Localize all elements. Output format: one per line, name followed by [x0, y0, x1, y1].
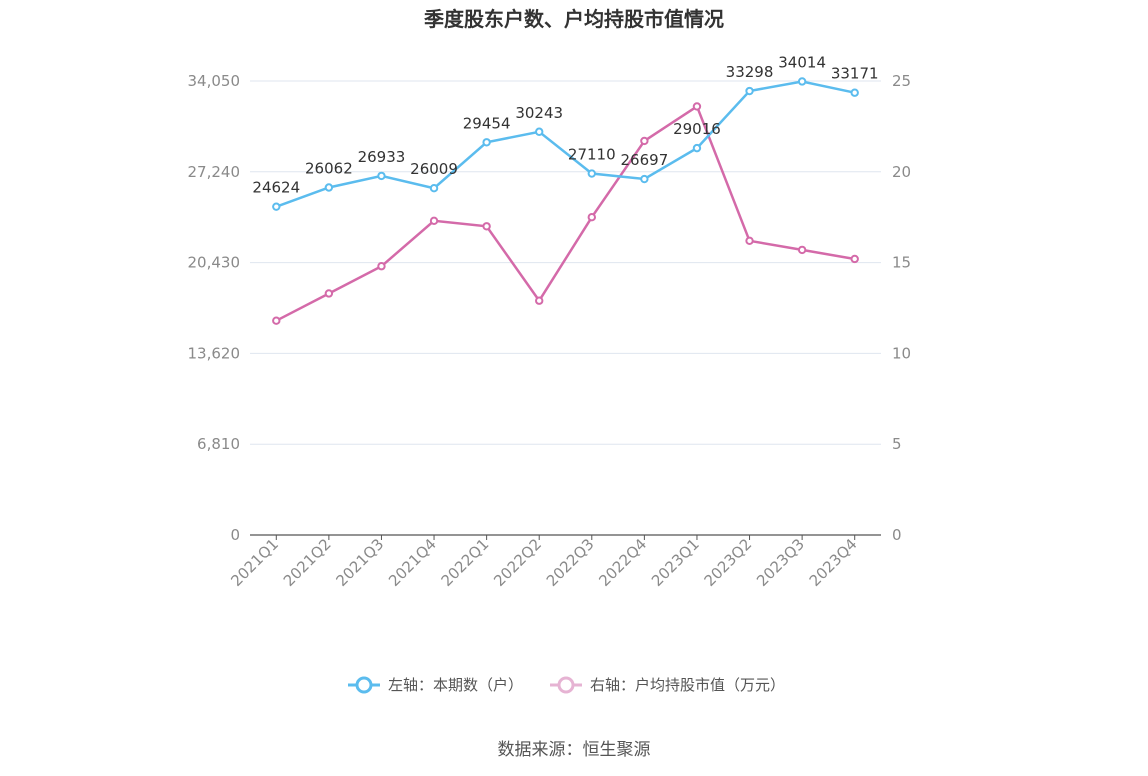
- data-label: 24624: [252, 179, 300, 197]
- data-point-right[interactable]: [797, 245, 807, 255]
- data-point-left[interactable]: [324, 183, 334, 192]
- y-axis-right: 0 5 10 15 20 25: [892, 72, 911, 544]
- y-right-tick-label: 10: [892, 344, 911, 362]
- y-right-tick-label: 0: [892, 526, 902, 544]
- data-point-left[interactable]: [482, 138, 491, 147]
- data-point-right[interactable]: [535, 296, 544, 305]
- data-point-left[interactable]: [850, 88, 859, 97]
- data-label: 26062: [305, 160, 353, 178]
- data-point-right[interactable]: [640, 136, 649, 146]
- x-tick-label: 2022Q3: [543, 535, 598, 590]
- legend-item-right[interactable]: 右轴：户均持股市值（万元）: [550, 676, 785, 694]
- grid: [250, 80, 881, 445]
- y-left-tick-label: 13,620: [188, 344, 241, 362]
- legend-marker-left: [355, 676, 373, 694]
- x-tick-label: 2023Q3: [753, 535, 808, 590]
- data-point-left[interactable]: [640, 174, 649, 184]
- data-label: 27110: [568, 146, 616, 164]
- legend-marker-right: [557, 676, 575, 694]
- data-point-right[interactable]: [850, 254, 859, 264]
- data-point-right[interactable]: [745, 236, 754, 246]
- source-note: 数据来源：恒生聚源: [498, 740, 651, 760]
- legend: 左轴：本期数（户） 右轴：户均持股市值（万元）: [348, 676, 785, 694]
- y-right-tick-label: 5: [892, 435, 902, 453]
- y-right-tick-label: 20: [892, 163, 911, 181]
- x-tick-label: 2022Q1: [438, 535, 493, 590]
- data-point-left[interactable]: [797, 77, 807, 86]
- y-right-tick-label: 15: [892, 254, 911, 272]
- data-point-right[interactable]: [429, 216, 439, 226]
- y-left-tick-label: 34,050: [188, 72, 241, 90]
- data-point-right[interactable]: [587, 213, 596, 222]
- data-point-left[interactable]: [745, 86, 754, 96]
- x-tick-label: 2021Q3: [332, 535, 387, 590]
- x-tick-label: 2023Q1: [648, 535, 703, 590]
- data-label: 33298: [726, 63, 774, 81]
- series-line-left: [275, 80, 855, 208]
- data-label: 26697: [621, 151, 669, 169]
- y-left-tick-label: 20,430: [188, 254, 241, 272]
- y-left-tick-label: 6,810: [197, 435, 240, 453]
- x-tick-label: 2022Q2: [490, 535, 545, 590]
- data-point-left[interactable]: [429, 184, 439, 193]
- data-label: 29016: [673, 120, 721, 138]
- data-point-right[interactable]: [692, 102, 702, 111]
- data-point-left[interactable]: [272, 202, 281, 211]
- data-label: 30243: [515, 104, 563, 122]
- series-line-right: [275, 104, 855, 322]
- y-right-tick-label: 25: [892, 72, 911, 90]
- y-left-tick-label: 27,240: [188, 163, 241, 181]
- x-tick-label: 2023Q2: [701, 535, 756, 590]
- data-point-left[interactable]: [692, 143, 702, 153]
- data-point-right[interactable]: [272, 316, 281, 325]
- data-label: 26933: [358, 148, 406, 166]
- y-axis-left: 0 6,810 13,620 20,430 27,240 34,050: [188, 72, 241, 544]
- legend-label-left: 左轴：本期数（户）: [388, 676, 523, 694]
- x-tick-label: 2023Q4: [806, 535, 861, 590]
- x-tick-label: 2022Q4: [595, 535, 650, 590]
- data-label: 29454: [463, 114, 511, 132]
- legend-label-right: 右轴：户均持股市值（万元）: [590, 676, 785, 694]
- data-point-right[interactable]: [482, 222, 491, 231]
- x-axis: 2021Q12021Q22021Q32021Q42022Q12022Q22022…: [227, 534, 881, 590]
- x-tick-label: 2021Q2: [280, 535, 335, 590]
- data-point-left[interactable]: [535, 127, 544, 136]
- data-point-right[interactable]: [377, 262, 386, 271]
- data-point-left[interactable]: [377, 171, 386, 181]
- data-point-right[interactable]: [324, 289, 334, 298]
- y-left-tick-label: 0: [230, 526, 240, 544]
- data-label: 34014: [778, 53, 826, 71]
- chart-title: 季度股东户数、户均持股市值情况: [423, 7, 724, 31]
- data-label: 26009: [410, 160, 458, 178]
- data-label: 33171: [831, 65, 879, 83]
- x-tick-label: 2021Q4: [385, 535, 440, 590]
- legend-item-left[interactable]: 左轴：本期数（户）: [348, 676, 523, 694]
- data-point-left[interactable]: [587, 169, 596, 178]
